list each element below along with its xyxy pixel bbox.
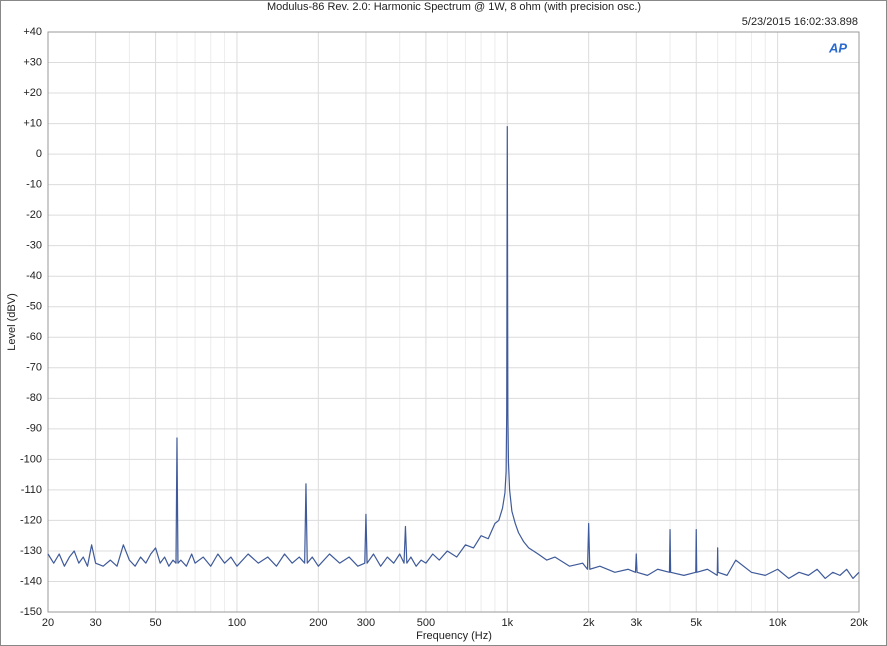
y-tick-label: -40: [26, 270, 42, 282]
x-tick-label: 100: [228, 617, 246, 629]
y-tick-label: +10: [23, 117, 42, 129]
y-tick-label: +40: [23, 26, 42, 38]
x-tick-label: 500: [417, 617, 435, 629]
y-tick-label: -60: [26, 331, 42, 343]
x-tick-label: 50: [149, 617, 161, 629]
x-tick-label: 2k: [583, 617, 595, 629]
spectrum-line: [47, 126, 860, 580]
logo: AP: [828, 40, 847, 55]
plot-border: [47, 31, 860, 613]
y-tick-label: -90: [26, 423, 42, 435]
y-tick-label: -140: [20, 575, 42, 587]
x-tick-label: 20: [42, 617, 54, 629]
x-tick-label: 30: [89, 617, 101, 629]
x-tick-label: 300: [357, 617, 375, 629]
x-tick-label: 1k: [501, 617, 513, 629]
x-tick-label: 3k: [630, 617, 642, 629]
y-tick-label: -120: [20, 514, 42, 526]
y-tick-label: -100: [20, 453, 42, 465]
y-tick-label: +20: [23, 87, 42, 99]
y-tick-label: -150: [20, 606, 42, 618]
y-tick-label: -80: [26, 392, 42, 404]
x-tick-label: 5k: [690, 617, 702, 629]
y-tick-label: -70: [26, 362, 42, 374]
x-tick-label: 20k: [850, 617, 868, 629]
y-tick-label: -130: [20, 545, 42, 557]
y-tick-label: 0: [36, 148, 42, 160]
y-tick-label: -20: [26, 209, 42, 221]
y-axis-label: Level (dBV): [6, 293, 18, 350]
x-tick-label: 10k: [769, 617, 787, 629]
y-tick-label: -10: [26, 179, 42, 191]
x-tick-label: 200: [309, 617, 327, 629]
timestamp: 5/23/2015 16:02:33.898: [742, 16, 858, 28]
y-tick-label: +30: [23, 56, 42, 68]
y-tick-label: -110: [21, 484, 42, 496]
chart-title: Modulus-86 Rev. 2.0: Harmonic Spectrum @…: [267, 1, 641, 13]
y-tick-label: -50: [26, 301, 42, 313]
y-tick-label: -30: [26, 240, 42, 252]
x-axis-label: Frequency (Hz): [416, 630, 492, 642]
